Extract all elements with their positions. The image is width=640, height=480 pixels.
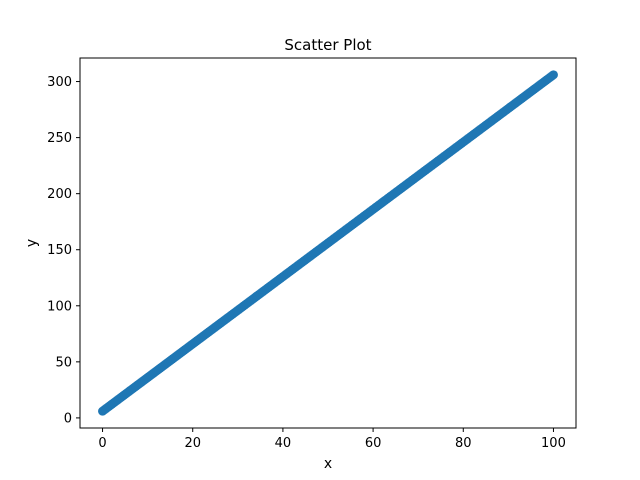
x-axis-ticks: 0 20 40 60 80 100: [98, 428, 566, 451]
x-axis-label: x: [324, 456, 332, 472]
x-tick-label: 100: [541, 436, 566, 451]
y-axis-ticks: 0 50 100 150 200 250 300: [47, 75, 80, 426]
plot-frame: [79, 57, 577, 429]
x-tick-label: 0: [98, 436, 106, 451]
data-points: [98, 70, 558, 416]
data-point: [548, 70, 558, 80]
y-tick-label: 300: [47, 75, 72, 90]
x-tick-label: 40: [275, 436, 292, 451]
chart-title: Scatter Plot: [284, 36, 371, 54]
x-tick-label: 20: [184, 436, 201, 451]
x-tick-label: 80: [455, 436, 472, 451]
y-tick-label: 200: [47, 187, 72, 202]
y-axis-label: y: [24, 239, 40, 247]
y-tick-label: 250: [47, 131, 72, 146]
x-tick-label: 60: [365, 436, 382, 451]
y-tick-label: 100: [47, 299, 72, 314]
y-tick-label: 50: [55, 355, 72, 370]
y-tick-label: 0: [64, 411, 72, 426]
y-tick-label: 150: [47, 243, 72, 258]
